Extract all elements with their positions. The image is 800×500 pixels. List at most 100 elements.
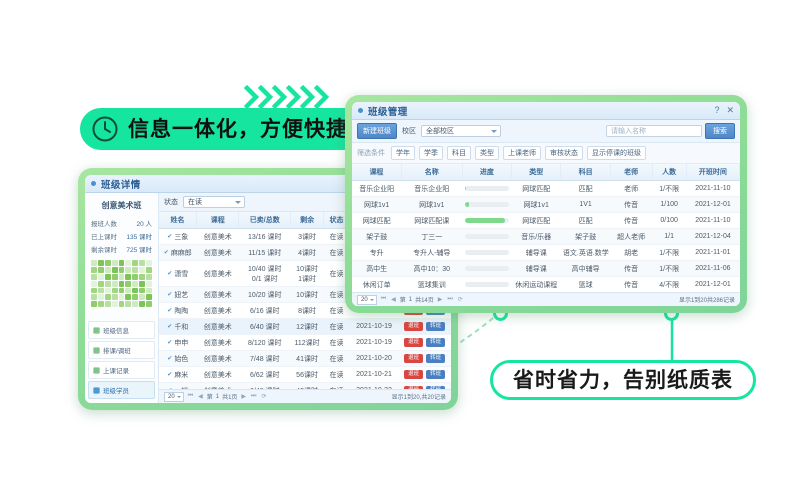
page-size-select[interactable]: 20 [164, 391, 184, 402]
student-name: 陶陶 [174, 307, 189, 315]
prev-page-button[interactable]: ◀ [198, 394, 203, 400]
filter-chip-bar[interactable]: 筛选条件 学年 学季 科目 类型 上课老师 审核状态 显示停课的班级 [352, 143, 740, 164]
transfer-button[interactable]: 转班 [426, 337, 446, 348]
status-filter-select[interactable]: 在读 [183, 196, 245, 208]
first-page-button[interactable]: ⏮ [380, 296, 387, 302]
class-table-body[interactable]: 音乐企业阳 音乐企业阳 网球匹配 匹配 老师 1/不限 2021-11-10 网球1v1 网球1… [352, 180, 740, 306]
filter-chip-6[interactable]: 显示停课的班级 [587, 146, 646, 160]
next-page-button[interactable]: ▶ [437, 297, 443, 303]
cell-科目: 语文.英语.数学 [560, 244, 611, 261]
filter-chip-4[interactable]: 上课老师 [503, 146, 541, 160]
filter-chip-3[interactable]: 类型 [475, 146, 499, 160]
table-row[interactable]: 网球匹配 网球匹配课 网球匹配 匹配 传音 0/100 2021-11-10 [352, 212, 740, 229]
prev-page-button[interactable]: ◀ [391, 297, 396, 303]
class-pagination[interactable]: 20 ⏮ ◀ 第 1 共14页 ▶ ⏭ ⟳ 显示1到20共286记录 [352, 292, 740, 306]
window-title: 班级详情 [101, 179, 141, 191]
heatmap-cell [91, 280, 97, 287]
filter-chip-0[interactable]: 学年 [391, 146, 415, 160]
page-size-select[interactable]: 20 [357, 294, 377, 305]
cell-名称: 网球匹配课 [401, 212, 463, 229]
cell-actions[interactable]: 退班转班 [398, 318, 451, 335]
heatmap-cell [146, 266, 152, 273]
new-class-button[interactable]: 新建班级 [357, 123, 397, 139]
progress-bar [464, 234, 509, 239]
cell-left: 112课时 [290, 334, 324, 351]
heatmap-cell [91, 294, 97, 301]
class-search-box[interactable]: 请输入名称 搜索 [606, 123, 735, 139]
last-page-button[interactable]: ⏭ [251, 393, 257, 399]
table-row[interactable]: ✔ 千和 创意美术 6/40 课时 12课时 在读 2021-10-19 退班 转班 [159, 318, 451, 335]
help-icon[interactable]: ? [714, 105, 720, 115]
table-row[interactable]: ✔ 始色 创意美术 7/48 课时 41课时 在读 2021-10-20 退班 转班 [159, 350, 451, 367]
transfer-button[interactable]: 转班 [426, 321, 446, 332]
heatmap-cell [125, 266, 132, 273]
calendar-icon [93, 346, 100, 354]
heatmap-cell [111, 287, 118, 294]
stat-enrolled: 报班人数 20 人 [85, 216, 158, 229]
sidebar-item-2[interactable]: 上课记录 [88, 361, 155, 379]
heatmap-cell [111, 294, 118, 301]
sidebar-item-1[interactable]: 排课/调班 [88, 341, 155, 359]
cell-actions[interactable]: 退班转班 [398, 334, 451, 351]
table-row[interactable]: ✔ 申申 创意美术 8/120 课时 112课时 在读 2021-10-19 退班 转班 [159, 334, 451, 351]
status-filter-value: 在读 [188, 199, 202, 206]
page-suffix: 共1页 [222, 395, 238, 401]
cell-课程: 音乐企业阳 [352, 180, 402, 197]
cell-类型: 辅导课 [511, 244, 561, 261]
filter-chip-2[interactable]: 科目 [447, 146, 471, 160]
col-header-1: 名称 [401, 164, 463, 181]
heatmap-cell [97, 260, 104, 266]
heatmap-cell [132, 280, 139, 287]
filter-chip-5[interactable]: 审核状态 [545, 146, 583, 160]
sidebar-item-0[interactable]: 班级信息 [88, 321, 155, 339]
cell-name: ✔ 千和 [159, 318, 197, 335]
next-page-button[interactable]: ▶ [241, 394, 247, 400]
table-row[interactable]: 网球1v1 网球1v1 网球1v1 1V1 传音 1/100 2021-12-01 [352, 196, 740, 213]
cell-actions[interactable]: 退班转班 [398, 350, 451, 367]
table-row[interactable]: 音乐企业阳 音乐企业阳 网球匹配 匹配 老师 1/不限 2021-11-10 [352, 180, 740, 197]
class-mgmt-toolbar[interactable]: 新建班级 校区 全部校区 请输入名称 搜索 [352, 120, 740, 143]
last-page-button[interactable]: ⏭ [447, 296, 453, 302]
campus-select[interactable]: 全部校区 [421, 125, 501, 137]
heatmap-cell [91, 260, 97, 266]
class-search-input[interactable]: 请输入名称 [606, 125, 702, 137]
table-row[interactable]: 休闲订单 篮球集训 休闲运动课程 篮球 传音 4/不限 2021-12-01 [352, 276, 740, 293]
stat-remaining-label: 剩余课时 [91, 246, 117, 254]
cell-人数: 4/不限 [652, 276, 687, 293]
first-page-button[interactable]: ⏮ [187, 393, 194, 399]
withdraw-button[interactable]: 退班 [404, 321, 424, 332]
cell-name: ✔ 三象 [159, 228, 197, 245]
close-icon[interactable]: ✕ [726, 105, 734, 115]
current-page-number[interactable]: 1 [215, 393, 220, 400]
current-page-number[interactable]: 1 [408, 296, 413, 303]
transfer-button[interactable]: 转班 [426, 353, 446, 364]
withdraw-button[interactable]: 退班 [404, 337, 424, 348]
cell-status: 在读 [323, 302, 350, 319]
cell-used: 10/20 课时 [238, 286, 291, 303]
withdraw-button[interactable]: 退班 [404, 369, 424, 380]
cell-course: 创意美术 [196, 350, 239, 367]
window-class-management: 班级管理 ? ✕ 新建班级 校区 全部校区 请输入名称 搜索 筛选条件 [345, 95, 747, 313]
table-row[interactable]: ✔ 麻米 创意美术 6/62 课时 56课时 在读 2021-10-21 退班 转班 [159, 366, 451, 383]
transfer-button[interactable]: 转班 [426, 369, 446, 380]
cell-actions[interactable]: 退班转班 [398, 366, 451, 383]
cell-人数: 1/不限 [652, 260, 687, 277]
cell-老师: 超人老师 [610, 228, 653, 245]
badge-right: 省时省力，告别纸质表 [490, 360, 756, 400]
table-row[interactable]: 架子鼓 丁三一 音乐/乐器 架子鼓 超人老师 1/1 2021-12-04 [352, 228, 740, 245]
sidebar-item-3[interactable]: 班级学员 [88, 381, 155, 399]
class-nav-menu[interactable]: 班级信息排课/调班上课记录班级学员 [85, 319, 158, 403]
table-row[interactable]: 高中生 高中10：30 辅导课 高中辅导 传音 1/不限 2021-11-06 [352, 260, 740, 277]
search-button[interactable]: 搜索 [705, 123, 735, 139]
refresh-icon[interactable]: ⟳ [457, 297, 463, 303]
stat-remaining-value: 725 课时 [126, 246, 152, 254]
heatmap-cell [104, 287, 111, 294]
table-row[interactable]: 专升 专升人-辅导 辅导课 语文.英语.数学 胡老 1/不限 2021-11-01 [352, 244, 740, 261]
cell-used: 6/16 课时 [238, 302, 291, 319]
cell-老师: 传音 [610, 212, 653, 229]
filter-chip-1[interactable]: 学季 [419, 146, 443, 160]
users-icon [93, 386, 100, 394]
refresh-icon[interactable]: ⟳ [261, 394, 267, 400]
withdraw-button[interactable]: 退班 [404, 353, 424, 364]
student-pagination[interactable]: 20 ⏮ ◀ 第 1 共1页 ▶ ⏭ ⟳ 显示1到20,共20记录 [159, 389, 451, 403]
